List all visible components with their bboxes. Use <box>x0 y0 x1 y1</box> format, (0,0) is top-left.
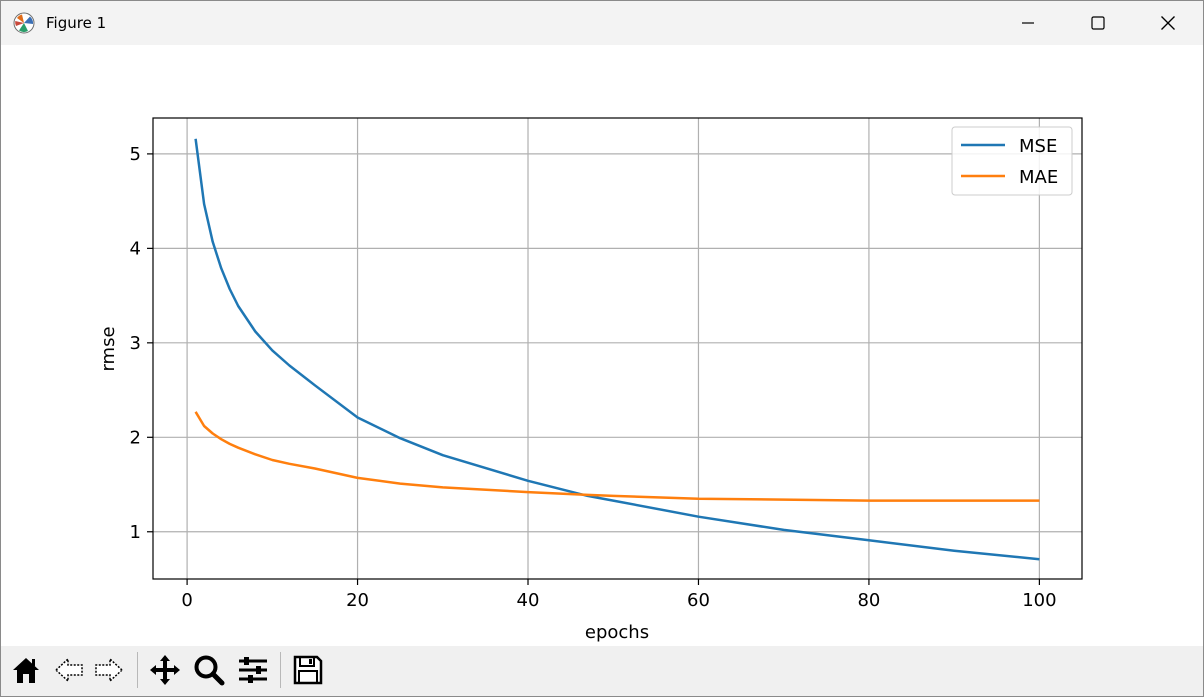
x-tick-label: 40 <box>517 590 540 611</box>
configure-subplots-icon <box>239 657 267 683</box>
configure-subplots-button[interactable] <box>233 650 273 690</box>
zoom-icon <box>194 655 225 686</box>
window-title: Figure 1 <box>46 14 107 32</box>
title-bar[interactable]: Figure 1 <box>1 1 1203 45</box>
maximize-button[interactable] <box>1063 1 1133 45</box>
series-line-mse <box>194 138 1040 561</box>
navigation-toolbar <box>1 646 1203 696</box>
y-tick-label: 4 <box>130 238 141 259</box>
series-lines <box>194 138 1040 561</box>
y-tick-label: 5 <box>130 144 141 165</box>
x-tick-label: 100 <box>1022 590 1056 611</box>
legend-label-mse: MSE <box>1019 136 1057 157</box>
y-axis-label: rmse <box>98 326 119 371</box>
figure-canvas[interactable]: 0 20 40 60 80 100 1 2 3 4 5 epochs rmse MSE MAE <box>1 45 1203 646</box>
legend-label-mae: MAE <box>1019 167 1058 188</box>
maximize-icon <box>1091 16 1105 30</box>
line-chart: 0 20 40 60 80 100 1 2 3 4 5 epochs rmse MSE MAE <box>98 117 1083 643</box>
minimize-button[interactable] <box>993 1 1063 45</box>
close-icon <box>1161 16 1175 30</box>
back-icon <box>54 657 83 683</box>
legend: MSE MAE <box>951 126 1073 196</box>
forward-icon <box>95 657 124 683</box>
series-line-mae <box>194 411 1040 502</box>
grid-lines <box>153 118 1082 579</box>
close-button[interactable] <box>1133 1 1203 45</box>
pan-icon <box>150 655 180 685</box>
home-icon <box>13 658 39 683</box>
minimize-icon <box>1022 22 1034 24</box>
plot-area-frame <box>152 117 1083 580</box>
x-tick-label: 20 <box>346 590 369 611</box>
y-tick-label: 2 <box>130 427 141 448</box>
pan-button[interactable] <box>145 650 185 690</box>
back-button[interactable] <box>49 650 89 690</box>
matplotlib-app-icon <box>13 12 35 34</box>
x-axis-label: epochs <box>585 622 649 643</box>
x-tick-label: 0 <box>181 590 192 611</box>
x-tick-label: 80 <box>857 590 880 611</box>
forward-button[interactable] <box>89 650 129 690</box>
y-tick-label: 3 <box>130 333 141 354</box>
toolbar-separator <box>280 652 281 688</box>
toolbar-separator <box>137 652 138 688</box>
y-axis-ticks: 1 2 3 4 5 <box>130 144 153 543</box>
y-tick-label: 1 <box>130 522 141 543</box>
zoom-button[interactable] <box>189 650 229 690</box>
home-button[interactable] <box>6 650 46 690</box>
x-axis-ticks: 0 20 40 60 80 100 <box>181 579 1057 611</box>
save-icon <box>293 655 323 685</box>
x-tick-label: 60 <box>687 590 710 611</box>
save-button[interactable] <box>288 650 328 690</box>
